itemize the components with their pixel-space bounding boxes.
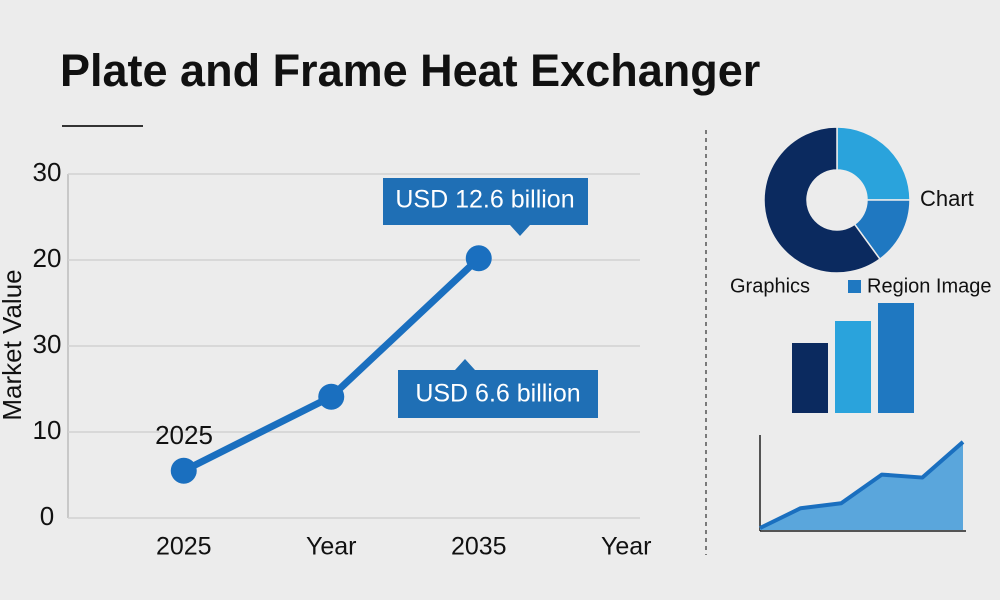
y-tick-label: 10 [33,415,62,445]
y-tick-label: 30 [33,329,62,359]
donut-label: Chart [920,186,974,211]
point [465,245,492,272]
legend-swatch [848,280,861,293]
bar [835,321,871,413]
y-tick-label: 20 [33,243,62,273]
area-line [759,440,965,530]
title: Plate and Frame Heat Exchanger [60,45,760,96]
side-graphics: Chart Graphics Region Image [730,126,992,532]
line-chart: 0 10 30 20 30 2025 Year 2035 Year [33,157,652,561]
donut-segment [836,126,911,201]
y-axis-label: Market Value [0,269,27,420]
callout-box [398,359,598,418]
bar [878,303,914,413]
callout-box [383,178,588,236]
y-tick-label: 0 [40,501,54,531]
point [318,383,345,410]
donut-segment [763,126,881,274]
callout-text: USD 12.6 billion [395,186,574,214]
x-tick-label: 2035 [451,533,507,561]
bar [792,343,828,413]
donut-label: Graphics [730,275,810,297]
x-tick-label: Year [601,533,652,561]
callouts: USD 12.6 billion USD 6.6 billion 2025 [155,178,598,450]
legend-label: Region Image [867,275,992,297]
callout-text: USD 6.6 billion [415,380,580,408]
x-tick-label: 2025 [156,533,212,561]
x-tick-label: Year [306,533,357,561]
point [170,457,197,484]
point-label: 2025 [155,420,213,450]
y-tick-label: 30 [33,157,62,187]
